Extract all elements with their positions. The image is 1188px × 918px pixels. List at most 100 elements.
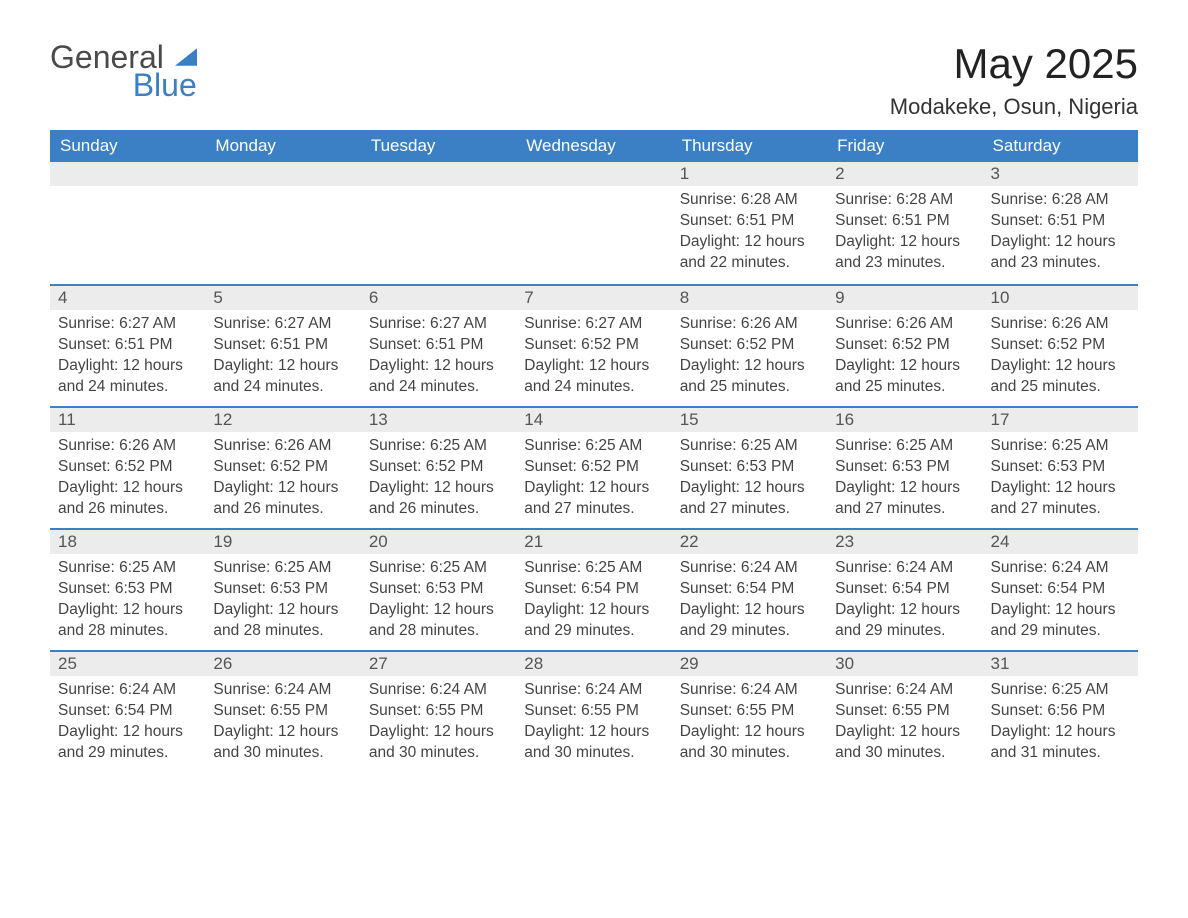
location-text: Modakeke, Osun, Nigeria bbox=[890, 94, 1138, 120]
sunset-line: Sunset: 6:53 PM bbox=[213, 579, 352, 600]
calendar-day: 24Sunrise: 6:24 AMSunset: 6:54 PMDayligh… bbox=[983, 528, 1138, 650]
day-details: Sunrise: 6:25 AMSunset: 6:54 PMDaylight:… bbox=[516, 554, 671, 650]
sunset-line: Sunset: 6:51 PM bbox=[991, 211, 1130, 232]
day-number: 22 bbox=[672, 528, 827, 554]
sunrise-line: Sunrise: 6:25 AM bbox=[213, 558, 352, 579]
calendar-day: 10Sunrise: 6:26 AMSunset: 6:52 PMDayligh… bbox=[983, 284, 1138, 406]
logo-triangle-icon bbox=[175, 46, 197, 68]
calendar-day: 5Sunrise: 6:27 AMSunset: 6:51 PMDaylight… bbox=[205, 284, 360, 406]
day-details: Sunrise: 6:28 AMSunset: 6:51 PMDaylight:… bbox=[672, 186, 827, 282]
sunset-line: Sunset: 6:51 PM bbox=[680, 211, 819, 232]
daylight-line: Daylight: 12 hours and 29 minutes. bbox=[835, 600, 974, 642]
day-number: 26 bbox=[205, 650, 360, 676]
daylight-line: Daylight: 12 hours and 27 minutes. bbox=[524, 478, 663, 520]
calendar-day: 22Sunrise: 6:24 AMSunset: 6:54 PMDayligh… bbox=[672, 528, 827, 650]
sunset-line: Sunset: 6:52 PM bbox=[524, 457, 663, 478]
sunrise-line: Sunrise: 6:24 AM bbox=[835, 680, 974, 701]
sunrise-line: Sunrise: 6:24 AM bbox=[680, 558, 819, 579]
sunset-line: Sunset: 6:55 PM bbox=[680, 701, 819, 722]
sunrise-line: Sunrise: 6:24 AM bbox=[213, 680, 352, 701]
calendar-day: 19Sunrise: 6:25 AMSunset: 6:53 PMDayligh… bbox=[205, 528, 360, 650]
calendar-day: 25Sunrise: 6:24 AMSunset: 6:54 PMDayligh… bbox=[50, 650, 205, 772]
sunrise-line: Sunrise: 6:25 AM bbox=[991, 436, 1130, 457]
day-number: 30 bbox=[827, 650, 982, 676]
day-header: Saturday bbox=[983, 130, 1138, 162]
day-details: Sunrise: 6:27 AMSunset: 6:52 PMDaylight:… bbox=[516, 310, 671, 406]
sunrise-line: Sunrise: 6:25 AM bbox=[680, 436, 819, 457]
calendar-day: 21Sunrise: 6:25 AMSunset: 6:54 PMDayligh… bbox=[516, 528, 671, 650]
calendar-day: 17Sunrise: 6:25 AMSunset: 6:53 PMDayligh… bbox=[983, 406, 1138, 528]
sunset-line: Sunset: 6:52 PM bbox=[369, 457, 508, 478]
sunrise-line: Sunrise: 6:27 AM bbox=[58, 314, 197, 335]
daylight-line: Daylight: 12 hours and 25 minutes. bbox=[991, 356, 1130, 398]
daylight-line: Daylight: 12 hours and 29 minutes. bbox=[58, 722, 197, 764]
daylight-line: Daylight: 12 hours and 29 minutes. bbox=[680, 600, 819, 642]
daylight-line: Daylight: 12 hours and 29 minutes. bbox=[991, 600, 1130, 642]
calendar-day-empty bbox=[50, 162, 205, 284]
day-header: Wednesday bbox=[516, 130, 671, 162]
sunset-line: Sunset: 6:51 PM bbox=[213, 335, 352, 356]
calendar-week: 4Sunrise: 6:27 AMSunset: 6:51 PMDaylight… bbox=[50, 284, 1138, 406]
sunset-line: Sunset: 6:54 PM bbox=[991, 579, 1130, 600]
day-header: Tuesday bbox=[361, 130, 516, 162]
daylight-line: Daylight: 12 hours and 29 minutes. bbox=[524, 600, 663, 642]
calendar-day: 12Sunrise: 6:26 AMSunset: 6:52 PMDayligh… bbox=[205, 406, 360, 528]
daylight-line: Daylight: 12 hours and 24 minutes. bbox=[524, 356, 663, 398]
daylight-line: Daylight: 12 hours and 22 minutes. bbox=[680, 232, 819, 274]
day-header: Sunday bbox=[50, 130, 205, 162]
day-details: Sunrise: 6:24 AMSunset: 6:54 PMDaylight:… bbox=[672, 554, 827, 650]
sunrise-line: Sunrise: 6:28 AM bbox=[680, 190, 819, 211]
page-title: May 2025 bbox=[890, 40, 1138, 88]
sunset-line: Sunset: 6:55 PM bbox=[835, 701, 974, 722]
sunrise-line: Sunrise: 6:26 AM bbox=[58, 436, 197, 457]
header: General Blue May 2025 Modakeke, Osun, Ni… bbox=[50, 40, 1138, 120]
day-number: 17 bbox=[983, 406, 1138, 432]
sunrise-line: Sunrise: 6:24 AM bbox=[369, 680, 508, 701]
calendar-header-row: SundayMondayTuesdayWednesdayThursdayFrid… bbox=[50, 130, 1138, 162]
sunset-line: Sunset: 6:53 PM bbox=[680, 457, 819, 478]
day-details: Sunrise: 6:24 AMSunset: 6:54 PMDaylight:… bbox=[983, 554, 1138, 650]
sunrise-line: Sunrise: 6:26 AM bbox=[680, 314, 819, 335]
sunrise-line: Sunrise: 6:25 AM bbox=[991, 680, 1130, 701]
day-number: 18 bbox=[50, 528, 205, 554]
sunset-line: Sunset: 6:52 PM bbox=[58, 457, 197, 478]
day-details: Sunrise: 6:25 AMSunset: 6:53 PMDaylight:… bbox=[672, 432, 827, 528]
sunrise-line: Sunrise: 6:26 AM bbox=[213, 436, 352, 457]
calendar-day: 7Sunrise: 6:27 AMSunset: 6:52 PMDaylight… bbox=[516, 284, 671, 406]
daylight-line: Daylight: 12 hours and 26 minutes. bbox=[58, 478, 197, 520]
day-header: Friday bbox=[827, 130, 982, 162]
sunrise-line: Sunrise: 6:25 AM bbox=[524, 436, 663, 457]
sunset-line: Sunset: 6:54 PM bbox=[524, 579, 663, 600]
daylight-line: Daylight: 12 hours and 23 minutes. bbox=[835, 232, 974, 274]
day-number: 28 bbox=[516, 650, 671, 676]
day-number: 3 bbox=[983, 162, 1138, 186]
day-details: Sunrise: 6:27 AMSunset: 6:51 PMDaylight:… bbox=[50, 310, 205, 406]
sunrise-line: Sunrise: 6:25 AM bbox=[524, 558, 663, 579]
day-number: 12 bbox=[205, 406, 360, 432]
calendar-day: 23Sunrise: 6:24 AMSunset: 6:54 PMDayligh… bbox=[827, 528, 982, 650]
sunset-line: Sunset: 6:53 PM bbox=[835, 457, 974, 478]
day-details: Sunrise: 6:25 AMSunset: 6:53 PMDaylight:… bbox=[361, 554, 516, 650]
sunrise-line: Sunrise: 6:24 AM bbox=[991, 558, 1130, 579]
calendar-day: 15Sunrise: 6:25 AMSunset: 6:53 PMDayligh… bbox=[672, 406, 827, 528]
calendar-day: 18Sunrise: 6:25 AMSunset: 6:53 PMDayligh… bbox=[50, 528, 205, 650]
sunset-line: Sunset: 6:52 PM bbox=[524, 335, 663, 356]
sunset-line: Sunset: 6:52 PM bbox=[213, 457, 352, 478]
calendar-table: SundayMondayTuesdayWednesdayThursdayFrid… bbox=[50, 130, 1138, 772]
calendar-day: 31Sunrise: 6:25 AMSunset: 6:56 PMDayligh… bbox=[983, 650, 1138, 772]
empty-daynum-bar bbox=[205, 162, 360, 186]
calendar-day: 20Sunrise: 6:25 AMSunset: 6:53 PMDayligh… bbox=[361, 528, 516, 650]
day-details: Sunrise: 6:28 AMSunset: 6:51 PMDaylight:… bbox=[983, 186, 1138, 282]
day-details: Sunrise: 6:24 AMSunset: 6:55 PMDaylight:… bbox=[516, 676, 671, 772]
day-number: 20 bbox=[361, 528, 516, 554]
day-number: 25 bbox=[50, 650, 205, 676]
day-details: Sunrise: 6:26 AMSunset: 6:52 PMDaylight:… bbox=[983, 310, 1138, 406]
calendar-day: 3Sunrise: 6:28 AMSunset: 6:51 PMDaylight… bbox=[983, 162, 1138, 284]
day-details: Sunrise: 6:26 AMSunset: 6:52 PMDaylight:… bbox=[827, 310, 982, 406]
sunset-line: Sunset: 6:55 PM bbox=[369, 701, 508, 722]
day-number: 7 bbox=[516, 284, 671, 310]
day-details: Sunrise: 6:28 AMSunset: 6:51 PMDaylight:… bbox=[827, 186, 982, 282]
day-details: Sunrise: 6:24 AMSunset: 6:54 PMDaylight:… bbox=[827, 554, 982, 650]
calendar-week: 25Sunrise: 6:24 AMSunset: 6:54 PMDayligh… bbox=[50, 650, 1138, 772]
sunrise-line: Sunrise: 6:27 AM bbox=[369, 314, 508, 335]
